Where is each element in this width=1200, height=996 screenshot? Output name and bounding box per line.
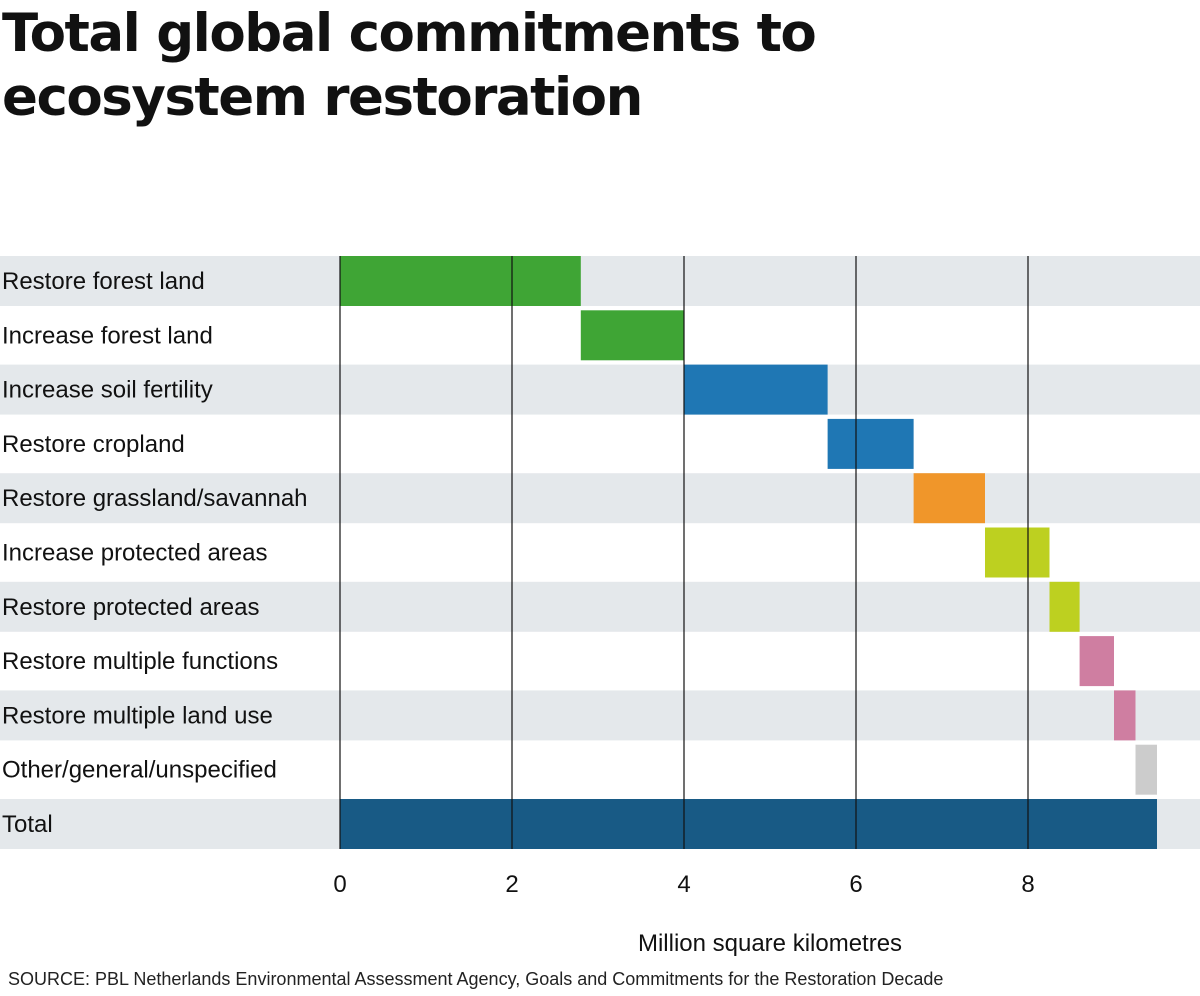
row-label: Restore forest land [2, 268, 205, 295]
bar-restore-grassland-savannah [913, 473, 985, 524]
row-label: Other/general/unspecified [2, 757, 277, 784]
row-band [0, 473, 1200, 524]
row-label: Total [2, 811, 53, 838]
row-label: Restore grassland/savannah [2, 485, 308, 512]
bar-restore-protected-areas [1049, 581, 1080, 632]
row-labels: Restore forest land Increase forest land I… [2, 268, 308, 838]
bar-increase-forest-land [580, 310, 684, 361]
x-tick-label: 6 [849, 871, 862, 898]
row-label: Restore protected areas [2, 594, 259, 621]
x-tick-label: 0 [333, 871, 346, 898]
gridlines [339, 256, 1029, 849]
row-label: Restore multiple land use [2, 702, 273, 729]
row-band [0, 364, 1200, 415]
bar-restore-multiple-land-use [1114, 690, 1136, 741]
x-tick-label: 8 [1021, 871, 1034, 898]
row-band [0, 581, 1200, 632]
row-band [0, 256, 1200, 306]
x-axis-label: Million square kilometres [638, 930, 902, 957]
tick-labels: 0 2 4 6 8 [333, 871, 1034, 898]
bars [340, 256, 1157, 849]
bar-restore-forest-land [340, 256, 581, 306]
x-tick-label: 4 [677, 871, 690, 898]
x-tick-label: 2 [505, 871, 518, 898]
row-label: Increase forest land [2, 322, 213, 349]
bar-total [340, 799, 1157, 849]
bar-other-general-unspecified [1135, 744, 1157, 795]
chart-title: Total global commitments to ecosystem re… [2, 3, 817, 128]
source-note: SOURCE: PBL Netherlands Environmental As… [8, 969, 944, 989]
row-band [0, 690, 1200, 741]
bar-restore-multiple-functions [1079, 636, 1114, 687]
row-label: Increase soil fertility [2, 377, 213, 404]
row-label: Restore multiple functions [2, 648, 278, 675]
row-label: Increase protected areas [2, 540, 268, 567]
bar-increase-soil-fertility [684, 364, 828, 415]
bar-restore-cropland [827, 418, 914, 469]
row-label: Restore cropland [2, 431, 185, 458]
bar-increase-protected-areas [985, 527, 1050, 578]
